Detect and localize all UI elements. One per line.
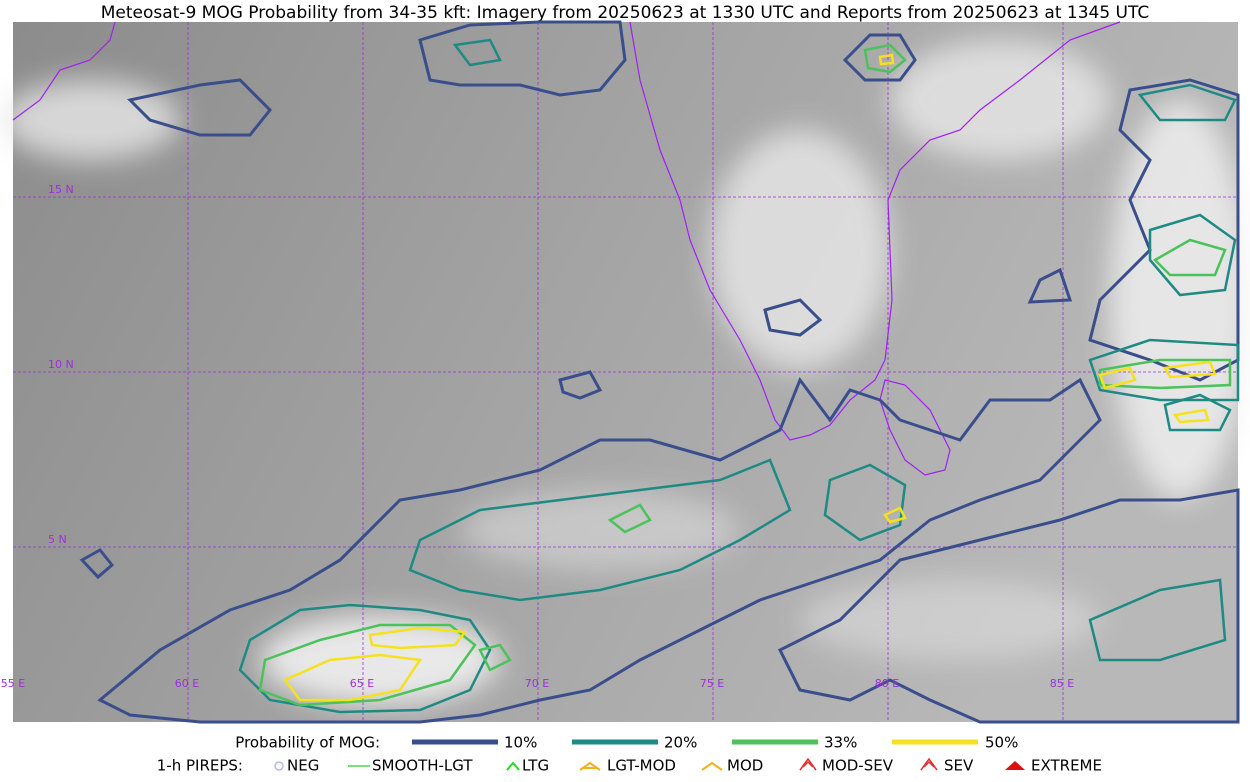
legend-symbol — [1005, 761, 1025, 770]
contour-10 — [97, 376, 1102, 724]
legend-label: 10% — [504, 734, 537, 752]
map: 15 N 10 N 5 N 55 E 60 E 65 E 70 E 75 E 8… — [0, 20, 1250, 724]
contour-20 — [1148, 213, 1237, 297]
contour-50 — [878, 53, 895, 66]
cloud — [890, 40, 1110, 160]
legend-label: 33% — [824, 734, 857, 752]
cloud — [460, 490, 740, 570]
legend-symbol — [701, 761, 723, 771]
coastline — [879, 379, 951, 476]
legend-symbol — [579, 761, 601, 771]
legend-title: 1-h PIREPS: — [157, 757, 243, 775]
contour-50 — [1098, 366, 1137, 390]
grid-labels: 15 N 10 N 5 N 55 E 60 E 65 E 70 E 75 E 8… — [1, 183, 1074, 690]
legend-label: MOD — [727, 757, 763, 775]
contour-33 — [863, 43, 907, 74]
contour-10 — [763, 298, 823, 337]
legend-label: SMOOTH-LGT — [372, 757, 473, 775]
lat-label: 5 N — [48, 533, 67, 546]
legend-symbol — [274, 761, 284, 771]
contour-20 — [1137, 83, 1237, 122]
contour-20 — [823, 463, 907, 542]
legend-title: Probability of MOG: — [235, 734, 380, 752]
contour-33 — [478, 643, 512, 672]
lat-label: 10 N — [48, 358, 74, 371]
contour-20 — [452, 38, 502, 67]
legend-label: 20% — [664, 734, 697, 752]
contour-10 — [1027, 267, 1073, 304]
legend-label: EXTREME — [1031, 757, 1102, 775]
contour-33 — [1152, 238, 1227, 277]
lon-label: 60 E — [175, 677, 199, 690]
contour-20 — [408, 458, 792, 602]
legend-label: 50% — [985, 734, 1018, 752]
contour-50 — [1163, 360, 1217, 379]
contours — [79, 20, 1240, 724]
contour-10 — [777, 488, 1240, 724]
cloud — [800, 580, 1100, 660]
legend-symbol — [920, 757, 938, 771]
legend-symbol — [506, 761, 520, 771]
contour-10 — [79, 548, 115, 580]
contour-10 — [126, 78, 273, 137]
legend-label: LTG — [522, 757, 549, 775]
clouds — [0, 40, 1250, 705]
contour-33 — [258, 623, 477, 707]
lon-label: 55 E — [1, 677, 25, 690]
legend-label: SEV — [944, 757, 974, 775]
contour-33 — [1098, 358, 1232, 390]
contour-20 — [1088, 338, 1240, 402]
contour-10 — [842, 33, 917, 82]
lon-label: 80 E — [875, 677, 899, 690]
legend-label: LGT-MOD — [607, 757, 676, 775]
lat-label: 15 N — [48, 183, 74, 196]
contour-10 — [1088, 78, 1240, 382]
title: Meteosat-9 MOG Probability from 34-35 kf… — [101, 3, 1150, 23]
legend-label: NEG — [287, 757, 319, 775]
contour-20 — [238, 603, 492, 714]
cloud — [710, 130, 890, 370]
lon-label: 75 E — [700, 677, 724, 690]
contour-10 — [418, 20, 627, 97]
lon-label: 85 E — [1050, 677, 1074, 690]
legend-symbol — [799, 757, 817, 771]
contour-33 — [607, 503, 652, 534]
cloud — [1110, 100, 1250, 500]
contour-50 — [883, 506, 907, 524]
coastline — [12, 21, 116, 121]
contour-10 — [558, 370, 603, 400]
legend-label: MOD-SEV — [822, 757, 894, 775]
contour-50 — [1172, 408, 1210, 424]
contour-20 — [1088, 578, 1227, 662]
contour-20 — [1163, 393, 1232, 432]
contour-50 — [368, 626, 468, 650]
grid-lines — [13, 22, 1238, 722]
legend: Probability of MOG: 10% 20% 33% 50% 1-h … — [157, 734, 1102, 775]
coastline — [629, 21, 1121, 441]
lon-label: 65 E — [350, 677, 374, 690]
lon-label: 70 E — [525, 677, 549, 690]
contour-50 — [283, 653, 423, 702]
